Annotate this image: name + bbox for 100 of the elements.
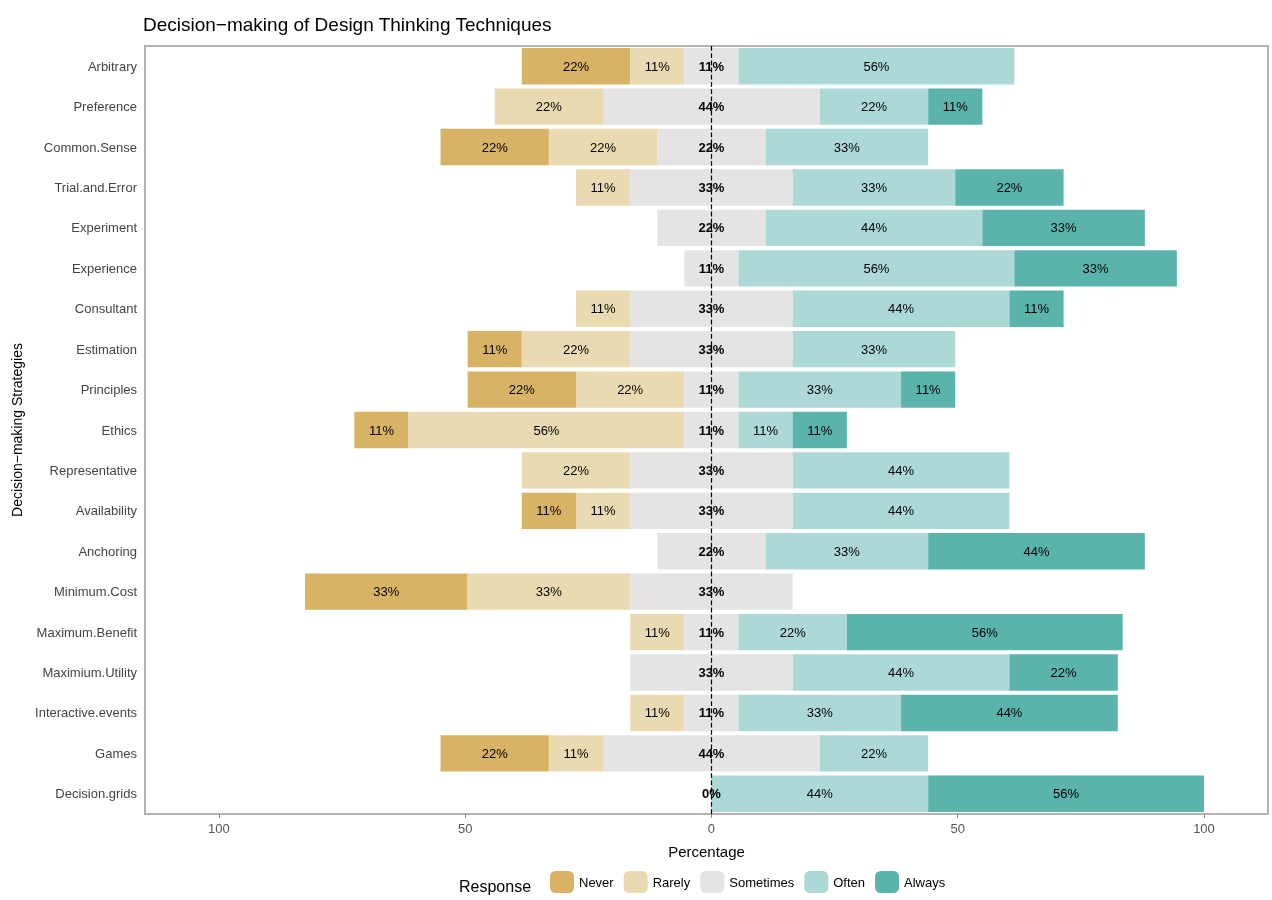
data-label: 33% — [833, 139, 861, 155]
bar — [738, 250, 1015, 287]
data-label: 56% — [971, 624, 999, 640]
bar — [684, 694, 739, 732]
x-axis-title: Percentage — [668, 843, 745, 860]
bar — [630, 573, 793, 610]
y-tick-label: Anchoring — [78, 543, 137, 559]
bar — [792, 654, 1010, 691]
data-label: 11% — [590, 503, 617, 519]
data-label: 11% — [644, 705, 671, 721]
bar — [792, 452, 1010, 489]
data-label: 22% — [698, 543, 725, 559]
data-label: 33% — [698, 341, 725, 357]
data-label: 33% — [698, 179, 725, 195]
bar — [684, 411, 739, 449]
y-tick-label: Preference — [73, 99, 137, 115]
bar — [467, 371, 576, 408]
y-tick-label: Consultant — [74, 301, 138, 317]
data-label: 44% — [698, 99, 725, 115]
data-label: 11% — [698, 705, 725, 721]
bar — [440, 128, 549, 166]
data-label: 11% — [698, 624, 725, 640]
data-label: 33% — [373, 584, 400, 600]
data-label: 11% — [1023, 301, 1050, 317]
bar — [630, 492, 793, 530]
data-label: 11% — [563, 745, 589, 761]
y-tick-label: Representative — [49, 462, 137, 478]
data-label: 56% — [533, 422, 560, 438]
bar — [630, 48, 685, 85]
data-label: 56% — [863, 58, 890, 74]
bar — [765, 533, 929, 570]
data-label: 33% — [698, 665, 725, 681]
data-label: 11% — [698, 422, 725, 438]
bar — [738, 613, 847, 651]
y-tick-label: Maximium.Utility — [42, 665, 138, 681]
data-label: 44% — [888, 301, 915, 317]
y-tick-label: Games — [95, 745, 138, 761]
legend-label: Never — [579, 874, 615, 890]
data-label: 44% — [1023, 543, 1050, 559]
data-label: 11% — [807, 422, 833, 438]
data-label: 11% — [482, 341, 508, 357]
bar — [521, 330, 631, 368]
legend-label: Always — [904, 874, 946, 890]
bar — [928, 533, 1145, 570]
bar — [792, 330, 956, 368]
data-label: 56% — [863, 260, 890, 276]
chart-title: Decision−making of Design Thinking Techniques — [143, 14, 552, 35]
bar — [630, 330, 793, 368]
bar — [792, 492, 1010, 530]
bar — [354, 411, 409, 449]
bar — [630, 654, 793, 691]
data-label: 44% — [888, 665, 915, 681]
data-label: 11% — [590, 301, 617, 317]
data-label: 33% — [698, 584, 725, 600]
bar — [819, 88, 929, 125]
bar — [575, 290, 631, 327]
data-label: 22% — [1050, 665, 1078, 681]
y-tick-label: Interactive.events — [35, 705, 138, 721]
bar — [630, 452, 793, 489]
data-label: 33% — [1082, 260, 1110, 276]
data-label: 22% — [996, 179, 1023, 195]
bar — [738, 694, 902, 732]
bar — [440, 735, 549, 772]
bar — [928, 88, 983, 125]
y-tick-label: Arbitrary — [87, 58, 138, 74]
data-label: 22% — [590, 139, 617, 155]
data-label: 44% — [996, 705, 1023, 721]
data-label: 44% — [888, 462, 915, 478]
data-label: 56% — [1053, 786, 1080, 802]
y-tick-label: Principles — [80, 382, 138, 398]
data-label: 33% — [806, 382, 834, 398]
data-label: 33% — [860, 179, 888, 195]
data-label: 11% — [698, 260, 725, 276]
bar — [494, 88, 604, 125]
bar — [765, 128, 929, 166]
bar — [928, 775, 1204, 812]
bar — [305, 573, 468, 610]
data-label: 11% — [368, 422, 395, 438]
data-label: 33% — [698, 462, 725, 478]
data-label: 22% — [562, 462, 590, 478]
bar — [603, 88, 820, 125]
data-label: 11% — [644, 624, 671, 640]
bar — [738, 48, 1015, 85]
bar — [657, 533, 766, 570]
data-label: 11% — [698, 382, 725, 398]
bar — [575, 492, 631, 530]
data-label: 33% — [833, 543, 861, 559]
legend-title: Response — [459, 877, 532, 895]
bar — [521, 492, 576, 530]
data-label: 11% — [536, 503, 562, 519]
bar — [792, 411, 847, 449]
bar — [1014, 250, 1177, 287]
y-tick-label: Trial.and.Error — [54, 179, 138, 195]
data-label: 33% — [698, 301, 725, 317]
data-label: 33% — [806, 705, 834, 721]
data-label: 22% — [508, 382, 536, 398]
data-label: 33% — [698, 503, 725, 519]
legend-label: Often — [833, 874, 866, 890]
data-label: 11% — [915, 382, 942, 398]
bar — [819, 735, 929, 772]
